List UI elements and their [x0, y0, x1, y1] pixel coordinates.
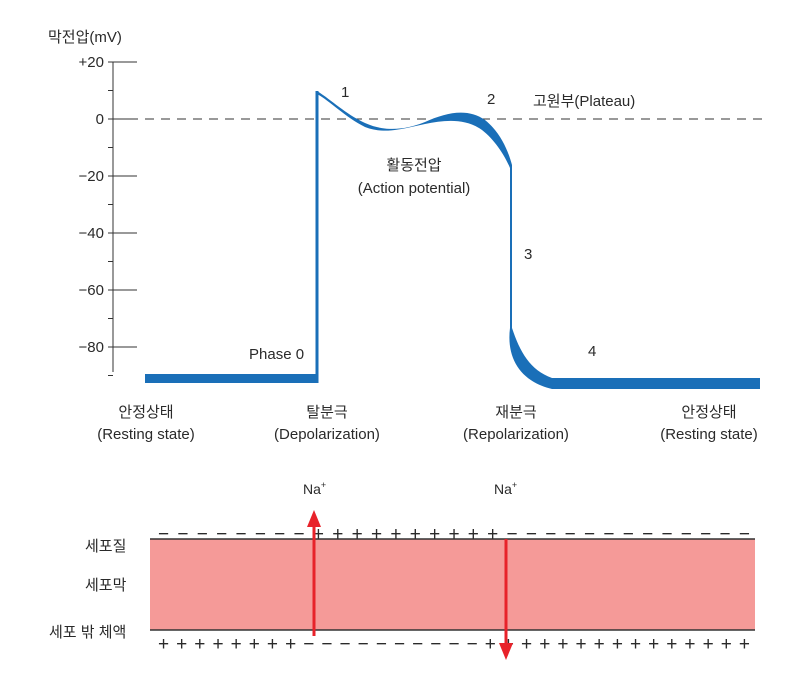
extracellular-label: 세포 밖 체액 [49, 624, 126, 641]
y-tick-label: −40 [79, 225, 104, 242]
state-resting-left-en: (Resting state) [97, 426, 195, 443]
ion-na-in-label: Na+ [303, 480, 326, 497]
action-potential-label-ko: 활동전압 [386, 157, 441, 174]
state-repolarization-ko: 재분극 [495, 404, 537, 421]
cytoplasm-label: 세포질 [85, 538, 126, 555]
state-resting-right-ko: 안정상태 [681, 404, 736, 421]
phase-1-label: 1 [341, 84, 349, 101]
y-axis-ticks: +20 0 −20 −40 −60 −80 [79, 54, 137, 376]
plateau-repolarization-band [317, 91, 760, 389]
state-resting-left-ko: 안정상태 [118, 404, 173, 421]
state-repolarization-en: (Repolarization) [463, 426, 569, 443]
resting-segment-left [145, 374, 318, 383]
extracellular-charges: + + + + + + + + − − − − − − − − − − + + … [158, 634, 750, 655]
state-depolarization-en: (Depolarization) [274, 426, 380, 443]
ion-na-out-label: Na+ [494, 480, 517, 497]
plateau-label: 고원부(Plateau) [533, 93, 635, 110]
state-resting-right-en: (Resting state) [660, 426, 758, 443]
cell-membrane-band [150, 539, 755, 630]
phase-4-label: 4 [588, 343, 596, 360]
y-tick-label: −20 [79, 168, 104, 185]
y-tick-label: −60 [79, 282, 104, 299]
y-tick-label: 0 [96, 111, 104, 128]
phase-2-label: 2 [487, 91, 495, 108]
y-axis-label: 막전압(mV) [48, 29, 122, 46]
membrane-potential-trace [145, 91, 760, 389]
phase-0-label: Phase 0 [249, 346, 304, 363]
action-potential-label-en: (Action potential) [358, 180, 471, 197]
y-tick-label: −80 [79, 339, 104, 356]
state-depolarization-ko: 탈분극 [306, 404, 348, 421]
sodium-influx-arrow [307, 510, 321, 636]
membrane-label: 세포막 [85, 577, 127, 594]
phase-3-label: 3 [524, 246, 532, 263]
y-tick-label: +20 [79, 54, 104, 71]
sodium-efflux-arrow [499, 539, 513, 660]
